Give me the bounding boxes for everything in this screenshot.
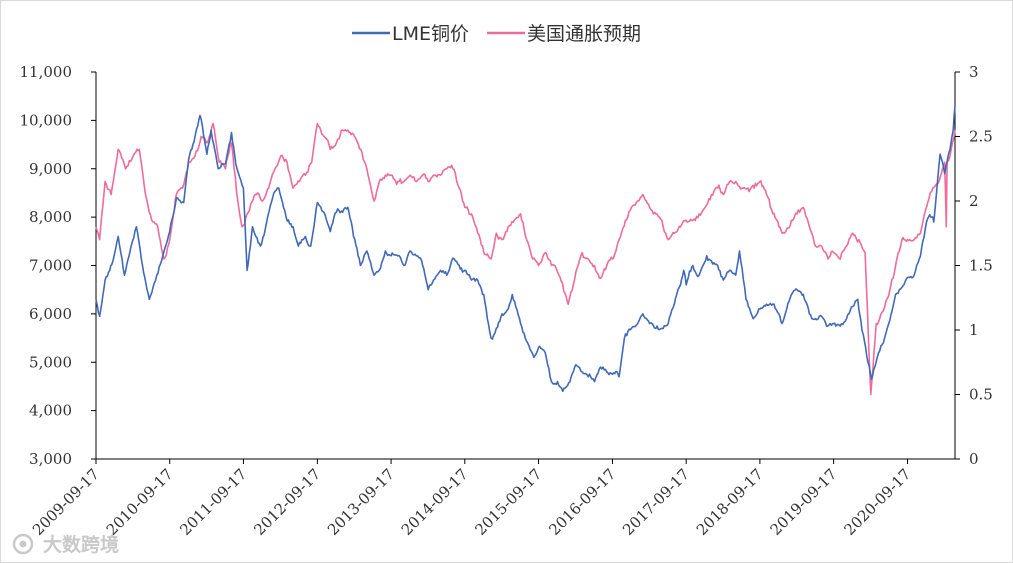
y-left-tick-label: 10,000 <box>20 111 73 129</box>
x-tick-label: 2019-09-17 <box>767 465 841 539</box>
y-right-tick-label: 1.5 <box>969 257 993 275</box>
y-left-tick-label: 5,000 <box>29 353 72 371</box>
y-left-tick-label: 11,000 <box>20 63 73 81</box>
y-right-tick-label: 0.5 <box>969 386 993 404</box>
x-tick-label: 2010-09-17 <box>103 465 177 539</box>
y-right-tick-label: 0 <box>969 450 979 468</box>
x-tick-label: 2013-09-17 <box>324 465 398 539</box>
axes: 3,000 4,000 5,000 6,000 7,000 8,000 9,000 10,00… <box>20 63 993 539</box>
x-tick-label: 2018-09-17 <box>693 465 767 539</box>
x-tick-label: 2016-09-17 <box>545 465 619 539</box>
y-left-tick-label: 6,000 <box>29 305 72 323</box>
watermark: 大数跨境 <box>12 533 119 556</box>
series-layer <box>95 105 956 396</box>
logo-icon <box>12 533 34 555</box>
legend: LME铜价 美国通胀预期 <box>352 23 641 45</box>
x-tick-label: 2015-09-17 <box>471 465 545 539</box>
y-right-tick-label: 1 <box>969 321 979 339</box>
legend-item-us-inflation: 美国通胀预期 <box>487 23 641 45</box>
y-left-tick-label: 3,000 <box>29 450 72 468</box>
y-left-tick-label: 7,000 <box>29 257 72 275</box>
legend-item-lme-copper: LME铜价 <box>352 23 469 45</box>
series-line-us-inflation-expectation <box>95 122 956 396</box>
x-tick-label: 2009-09-17 <box>29 465 103 539</box>
x-tick-label: 2014-09-17 <box>398 465 472 539</box>
y-left-tick-label: 8,000 <box>29 208 72 226</box>
watermark-text: 大数跨境 <box>43 533 119 556</box>
x-tick-label: 2017-09-17 <box>619 465 693 539</box>
x-tick-label: 2011-09-17 <box>176 465 250 539</box>
y-left-tick-label: 9,000 <box>29 160 72 178</box>
y-right-tick-label: 2 <box>969 192 979 210</box>
legend-label: 美国通胀预期 <box>527 23 641 45</box>
x-tick-label: 2012-09-17 <box>250 465 324 539</box>
y-left-tick-label: 4,000 <box>29 402 72 420</box>
series-line-lme-copper <box>95 105 956 393</box>
y-right-tick-label: 3 <box>969 63 979 81</box>
x-tick-label: 2020-09-17 <box>840 465 914 539</box>
legend-label: LME铜价 <box>392 23 469 45</box>
y-right-tick-label: 2.5 <box>969 128 993 146</box>
